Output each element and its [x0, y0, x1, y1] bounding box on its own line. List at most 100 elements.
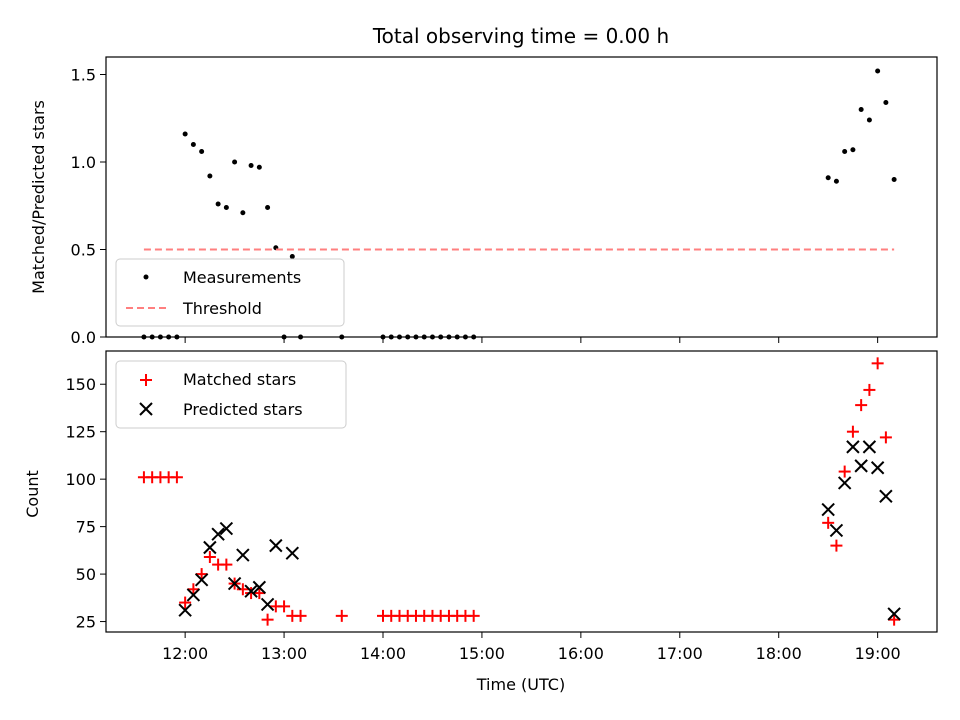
predicted-star-point	[252, 580, 267, 595]
measurement-point	[207, 173, 213, 179]
top-plot-marks	[141, 68, 897, 340]
bottom-x-tick-label: 14:00	[360, 644, 406, 663]
matched-star-point	[822, 516, 835, 529]
matched-star-point	[888, 613, 901, 626]
bottom-y-tick-label: 150	[65, 375, 96, 394]
measurement-point	[199, 149, 205, 154]
bottom-y-tick-label: 25	[76, 613, 96, 632]
measurement-point	[866, 117, 872, 123]
matched-star-point	[871, 357, 884, 370]
matched-star-point	[830, 539, 843, 552]
top-y-axis-label: Matched/Predicted stars	[29, 100, 48, 294]
legend-measurements-label: Measurements	[183, 268, 301, 287]
measurement-point	[825, 175, 831, 181]
measurement-point	[265, 205, 271, 210]
bottom-x-tick-label: 19:00	[855, 644, 901, 663]
bottom-plot-marks	[137, 357, 901, 626]
predicted-star-point	[846, 440, 860, 454]
top-chart-title: Total observing time = 0.00 h	[372, 24, 669, 48]
predicted-star-point	[862, 440, 877, 454]
bottom-x-tick-label: 16:00	[558, 644, 604, 663]
matched-star-point	[879, 431, 892, 444]
bottom-x-tick-label: 13:00	[261, 644, 307, 663]
predicted-star-point	[887, 607, 901, 621]
measurement-point	[248, 163, 254, 168]
matched-star-point	[195, 568, 208, 581]
measurement-point	[833, 178, 839, 184]
top-legend: Measurements Threshold	[115, 258, 345, 327]
matched-star-point	[467, 609, 480, 622]
measurement-point	[223, 205, 229, 210]
matched-star-point	[220, 558, 233, 571]
predicted-star-point	[870, 461, 885, 475]
matched-star-point	[278, 600, 291, 613]
predicted-star-point	[219, 521, 234, 536]
top-legend-box	[115, 258, 345, 327]
predicted-star-point	[829, 523, 844, 538]
predicted-star-point	[285, 546, 300, 560]
measurement-point	[190, 142, 196, 147]
legend-measurements-marker	[143, 274, 149, 280]
measurement-point	[240, 210, 246, 216]
bottom-y-tick-label: 125	[65, 423, 96, 442]
measurement-point	[842, 149, 848, 154]
bottom-y-tick-label: 75	[76, 518, 96, 537]
bottom-x-tick-label: 15:00	[459, 644, 505, 663]
bottom-x-tick-label: 17:00	[657, 644, 703, 663]
bottom-y-axis-label: Count	[23, 470, 42, 518]
top-axes: 0.0 0.5 1.0 1.5	[71, 66, 879, 347]
matched-star-point	[838, 465, 851, 478]
predicted-star-point	[227, 576, 242, 591]
bottom-panel: Count Time (UTC) 25 50 75 100 125 150 12:00 13:…	[23, 350, 938, 694]
predicted-star-point	[211, 527, 225, 541]
measurement-point	[215, 201, 221, 207]
measurement-point	[858, 107, 864, 112]
measurement-point	[875, 68, 881, 74]
top-y-tick-label: 0.0	[71, 328, 96, 347]
predicted-star-point	[269, 538, 283, 553]
predicted-star-point	[203, 540, 217, 555]
measurement-point	[883, 100, 889, 105]
matched-star-point	[253, 587, 266, 600]
measurement-point	[850, 147, 856, 153]
predicted-star-point	[879, 489, 893, 503]
top-plot-frame	[105, 56, 938, 338]
bottom-y-tick-label: 100	[65, 470, 96, 489]
matched-star-point	[236, 583, 249, 596]
measurement-point	[256, 164, 262, 170]
measurement-point	[289, 254, 295, 259]
matched-star-point	[855, 399, 868, 412]
legend-predicted-label: Predicted stars	[183, 400, 303, 419]
legend-predicted-marker	[139, 402, 153, 416]
legend-threshold-label: Threshold	[182, 299, 262, 318]
bottom-x-tick-label: 18:00	[756, 644, 802, 663]
matched-star-point	[846, 425, 859, 438]
legend-matched-marker	[140, 374, 152, 386]
bottom-legend: Matched stars Predicted stars	[115, 360, 347, 429]
bottom-x-tick-label: 12:00	[162, 644, 208, 663]
top-y-tick-label: 0.5	[71, 241, 96, 260]
predicted-star-point	[236, 548, 250, 562]
matched-star-point	[187, 583, 200, 596]
bottom-plot-frame	[105, 350, 938, 633]
matched-star-point	[179, 596, 192, 609]
predicted-star-point	[854, 459, 868, 473]
matched-star-point	[170, 471, 183, 484]
measurement-point	[182, 131, 188, 137]
predicted-star-point	[178, 603, 192, 617]
matched-star-point	[335, 609, 348, 622]
top-y-tick-label: 1.0	[71, 153, 96, 172]
matched-star-point	[203, 551, 216, 564]
predicted-star-point	[260, 597, 275, 612]
top-y-tick-label: 1.5	[71, 66, 96, 85]
predicted-star-point	[194, 573, 209, 587]
matched-star-point	[294, 609, 307, 622]
top-panel: Total observing time = 0.00 h Matched/Pr…	[29, 24, 938, 347]
x-axis-label: Time (UTC)	[476, 675, 565, 694]
matched-star-point	[863, 383, 876, 396]
bottom-y-tick-label: 50	[76, 565, 96, 584]
legend-matched-label: Matched stars	[183, 370, 296, 389]
measurement-point	[891, 177, 897, 182]
